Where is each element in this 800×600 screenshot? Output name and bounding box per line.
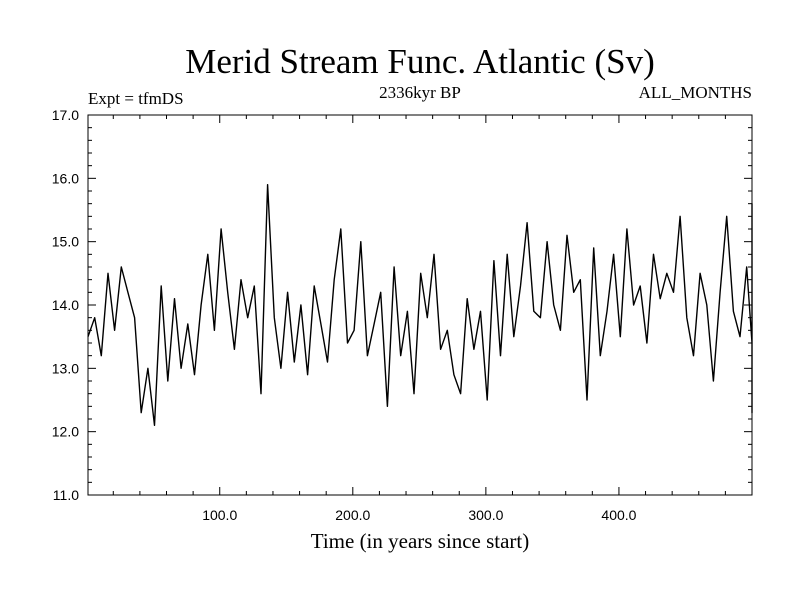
y-tick-label: 17.0 [52, 107, 79, 123]
x-tick-label: 200.0 [335, 507, 370, 523]
x-tick-label: 100.0 [202, 507, 237, 523]
y-tick-label: 16.0 [52, 170, 79, 186]
y-tick-label: 14.0 [52, 297, 79, 313]
x-tick-label: 400.0 [601, 507, 636, 523]
series-line [87, 183, 753, 426]
y-tick-label: 11.0 [53, 487, 79, 503]
y-tick-label: 13.0 [52, 360, 79, 376]
x-axis: 100.0 200.0 300.0 400.0 [112, 115, 726, 523]
experiment-label: Expt = tfmDS [88, 89, 184, 108]
y-axis: 11.0 12.0 13.0 14.0 15.0 16.0 17.0 [52, 107, 752, 503]
x-axis-label: Time (in years since start) [311, 529, 530, 553]
months-label: ALL_MONTHS [639, 83, 752, 102]
x-tick-label: 300.0 [468, 507, 503, 523]
plot-frame [87, 114, 753, 496]
y-tick-label: 15.0 [52, 234, 79, 250]
period-label: 2336kyr BP [379, 83, 461, 102]
y-tick-label: 12.0 [52, 424, 79, 440]
chart-title: Merid Stream Func. Atlantic (Sv) [185, 42, 655, 81]
